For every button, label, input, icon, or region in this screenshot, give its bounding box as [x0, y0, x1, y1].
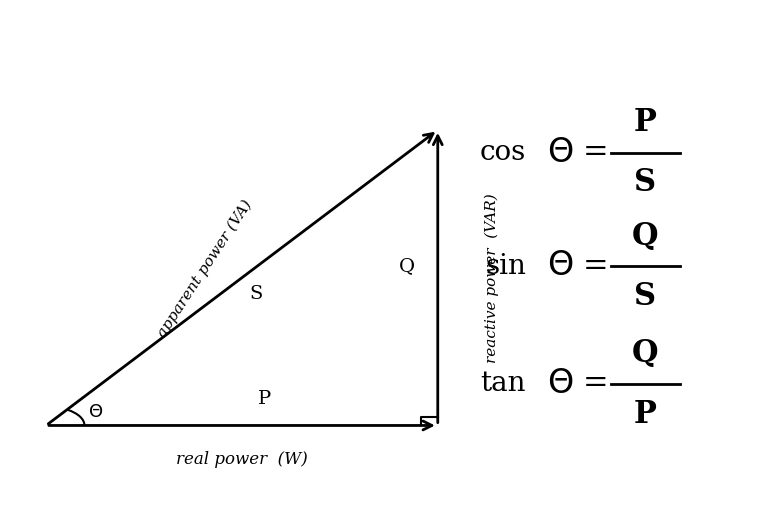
- Text: S: S: [634, 281, 656, 312]
- Text: =: =: [582, 251, 608, 282]
- Text: reactive power  (VAR): reactive power (VAR): [485, 193, 498, 362]
- Text: real power  (W): real power (W): [176, 451, 308, 468]
- Text: $\boldsymbol{\mathit{\Theta}}$: $\boldsymbol{\mathit{\Theta}}$: [548, 137, 574, 168]
- Text: S: S: [250, 285, 263, 303]
- Text: Q: Q: [632, 221, 658, 251]
- Text: Power Triangle: Power Triangle: [182, 17, 586, 71]
- Text: P: P: [634, 107, 657, 138]
- Text: Q: Q: [399, 258, 415, 275]
- Text: www.inchcalculator.com: www.inchcalculator.com: [316, 496, 452, 506]
- Text: =: =: [582, 368, 608, 399]
- Bar: [367, 460, 401, 498]
- Text: =: =: [582, 137, 608, 168]
- Text: $\boldsymbol{\mathit{\Theta}}$: $\boldsymbol{\mathit{\Theta}}$: [548, 368, 574, 400]
- Text: sin: sin: [485, 253, 526, 280]
- Text: Q: Q: [632, 338, 658, 369]
- Text: cos: cos: [480, 139, 526, 166]
- Text: P: P: [258, 390, 272, 408]
- Text: apparent power (VA): apparent power (VA): [155, 197, 255, 339]
- Text: P: P: [634, 399, 657, 430]
- Text: $\mathit{\Theta}$: $\mathit{\Theta}$: [88, 403, 104, 421]
- Text: S: S: [634, 167, 656, 199]
- Text: $\boldsymbol{\mathit{\Theta}}$: $\boldsymbol{\mathit{\Theta}}$: [548, 250, 574, 282]
- Text: tan: tan: [481, 370, 526, 397]
